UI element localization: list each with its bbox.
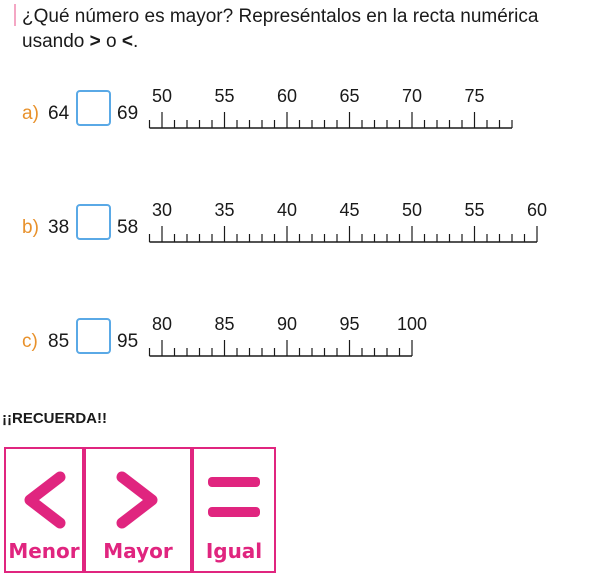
left-number: 38 (48, 217, 70, 238)
greater-than-card: Mayor (84, 447, 192, 573)
tick-label: 65 (339, 86, 359, 106)
tick-label: 100 (397, 314, 427, 334)
exercise-label: a) (22, 103, 39, 124)
exercise-label: b) (22, 217, 39, 238)
exercise-b: b) 38 58 30 35 40 45 50 55 60 (22, 196, 582, 256)
tick-label: 40 (277, 200, 297, 220)
answer-box[interactable] (76, 204, 111, 240)
number-line: 30 35 40 45 50 55 60 (148, 200, 547, 243)
exercise-a: a) 64 69 50 55 60 65 70 75 (22, 82, 582, 142)
exercise-c: c) 85 95 80 85 90 95 100 (22, 310, 582, 370)
greater-than-icon (116, 471, 158, 529)
tick-label: 60 (277, 86, 297, 106)
answer-box[interactable] (76, 318, 111, 354)
question-text: ¿Qué número es mayor? Represéntalos en l… (22, 4, 538, 54)
right-number: 95 (117, 331, 139, 352)
tick-label: 80 (152, 314, 172, 334)
tick-label: 45 (339, 200, 359, 220)
tick-label: 50 (152, 86, 172, 106)
right-number: 58 (117, 217, 139, 238)
card-label: Igual (205, 539, 263, 563)
tick-label: 60 (527, 200, 547, 220)
tick-label: 30 (152, 200, 172, 220)
number-line: 50 55 60 65 70 75 (148, 86, 513, 129)
tick-label: 75 (464, 86, 484, 106)
equal-card: Igual (192, 447, 276, 573)
tick-label: 70 (402, 86, 422, 106)
tick-label: 50 (402, 200, 422, 220)
reminder-title: ¡¡RECUERDA!! (2, 410, 107, 427)
question-line-2: usando > o <. (22, 31, 139, 52)
exercise-label: c) (22, 331, 38, 352)
tick-label: 95 (339, 314, 359, 334)
tick-label: 35 (214, 200, 234, 220)
equal-icon (208, 477, 260, 517)
less-than-icon (24, 471, 66, 529)
answer-box[interactable] (76, 90, 111, 126)
left-number: 64 (48, 103, 70, 124)
tick-label: 85 (214, 314, 234, 334)
accent-bar (14, 4, 16, 26)
tick-label: 90 (277, 314, 297, 334)
less-than-card: Menor (4, 447, 84, 573)
question-line-1: ¿Qué número es mayor? Represéntalos en l… (22, 6, 539, 27)
left-number: 85 (48, 331, 70, 352)
number-line: 80 85 90 95 100 (148, 314, 427, 357)
card-label: Mayor (103, 539, 173, 563)
tick-label: 55 (214, 86, 234, 106)
right-number: 69 (117, 103, 139, 124)
tick-label: 55 (464, 200, 484, 220)
card-label: Menor (8, 539, 80, 563)
